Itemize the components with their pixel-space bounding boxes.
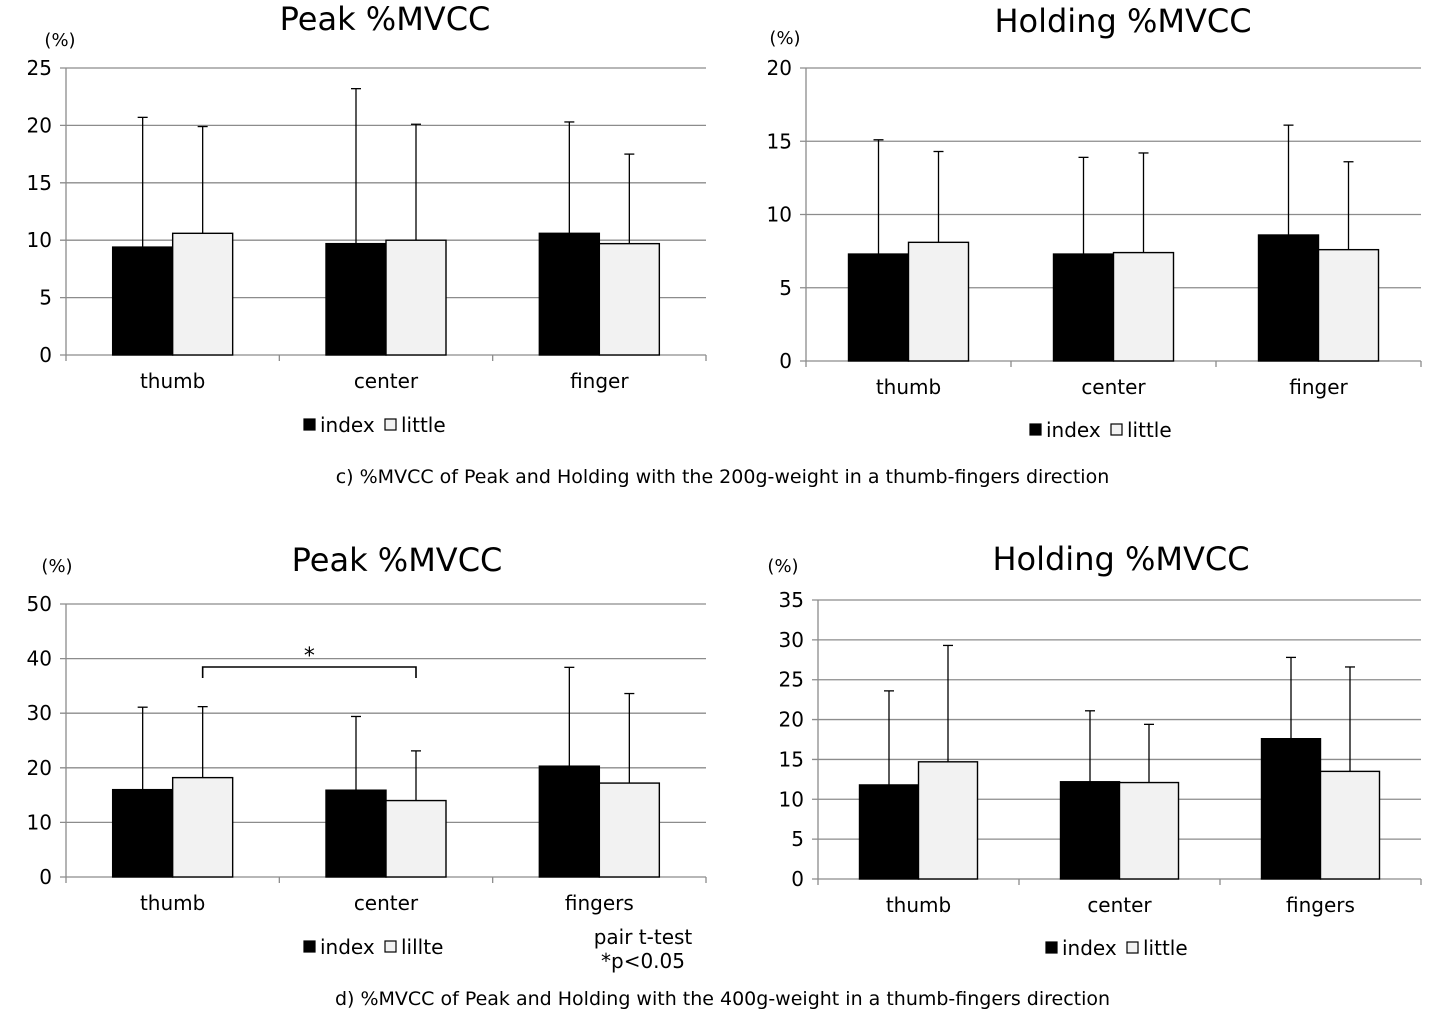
bar-little-fingers: [1319, 770, 1381, 880]
y-tick-label: 0: [39, 343, 52, 367]
x-tick-label: thumb: [886, 893, 951, 917]
y-tick-label: 40: [27, 647, 52, 671]
bar-lillte-center: [385, 799, 447, 878]
legend-swatch-lillte: [384, 940, 397, 953]
legend-label-lillte: lillte: [401, 935, 443, 959]
y-tick-label: 5: [779, 276, 792, 300]
bar-little-finger: [1317, 248, 1380, 362]
x-tick-label: finger: [1289, 375, 1348, 399]
legend-swatch-index: [1029, 423, 1042, 436]
y-tick-label: 5: [791, 827, 804, 851]
y-tick-label: 15: [27, 171, 52, 195]
bar-index-center: [1052, 253, 1115, 362]
y-tick-label: 15: [779, 747, 804, 771]
bar-index-finger: [1257, 234, 1320, 362]
test-note-line: pair t-test: [594, 925, 693, 949]
y-tick-label: 5: [39, 286, 52, 310]
y-tick-label: 50: [27, 592, 52, 616]
y-tick-label: 30: [779, 628, 804, 652]
x-tick-label: center: [1081, 375, 1146, 399]
bar-little-center: [1112, 251, 1175, 362]
bar-index-thumb: [858, 784, 920, 880]
y-tick-label: 20: [27, 113, 52, 137]
y-tick-label: 25: [27, 56, 52, 80]
legend-swatch-little: [1110, 423, 1123, 436]
bar-index-finger: [538, 232, 601, 356]
x-tick-label: fingers: [1286, 893, 1355, 917]
bar-little-thumb: [907, 241, 970, 362]
y-tick-label: 0: [791, 867, 804, 891]
chart-1: 0 5 10 15 20 25 thumb center finger Peak %MVCC (%)…: [27, 0, 707, 437]
legend-swatch-little: [1126, 941, 1139, 954]
y-axis-unit-label: (%): [769, 28, 800, 49]
legend-swatch-index: [303, 418, 316, 431]
y-tick-label: 25: [779, 668, 804, 692]
chart-4: 0 5 10 15 20 25 30 35 thumb center fingers Holding …: [767, 540, 1422, 960]
y-tick-label: 20: [767, 56, 792, 80]
x-tick-label: thumb: [876, 375, 941, 399]
caption-c: c) %MVCC of Peak and Holding with the 20…: [335, 466, 1110, 488]
y-axis-unit-label: (%): [767, 556, 798, 577]
chart-title: Peak %MVCC: [280, 0, 491, 38]
x-tick-label: finger: [570, 369, 629, 393]
bar-little-thumb: [171, 232, 234, 356]
bar-lillte-thumb: [171, 776, 234, 878]
bar-index-fingers: [1260, 738, 1322, 880]
y-tick-label: 10: [27, 810, 52, 834]
y-tick-label: 20: [779, 708, 804, 732]
x-tick-label: fingers: [565, 891, 634, 915]
significance-marker: *: [304, 644, 315, 669]
y-tick-label: 35: [779, 588, 804, 612]
bar-index-center: [1059, 781, 1121, 880]
x-tick-label: center: [1087, 893, 1152, 917]
legend-label-index: index: [320, 413, 375, 437]
bar-little-center: [385, 239, 447, 356]
x-tick-label: thumb: [140, 369, 205, 393]
chart-2: 0 5 10 15 20 thumb center finger Holding %MVCC (%…: [767, 2, 1422, 442]
bar-little-finger: [598, 242, 661, 356]
bar-index-thumb: [847, 253, 910, 362]
y-axis-unit-label: (%): [44, 30, 75, 51]
y-tick-label: 20: [27, 756, 52, 780]
y-tick-label: 0: [39, 865, 52, 889]
test-note-line: *p<0.05: [601, 949, 685, 973]
legend-label-index: index: [1046, 418, 1101, 442]
y-axis-unit-label: (%): [41, 556, 72, 577]
chart-title: Peak %MVCC: [292, 541, 503, 579]
legend-swatch-little: [384, 418, 397, 431]
x-tick-label: center: [354, 369, 419, 393]
bar-index-thumb: [111, 246, 174, 356]
legend-swatch-index: [1045, 941, 1058, 954]
x-tick-label: center: [354, 891, 419, 915]
legend-label-little: little: [1127, 418, 1172, 442]
bar-index-center: [325, 242, 387, 356]
y-tick-label: 30: [27, 701, 52, 725]
chart-3: 0 10 20 30 40 50 thumb center fingers Peak %MVCC (…: [27, 541, 707, 973]
legend-swatch-index: [303, 940, 316, 953]
y-tick-label: 15: [767, 129, 792, 153]
x-tick-label: thumb: [140, 891, 205, 915]
bar-index-thumb: [111, 788, 174, 878]
bar-lillte-fingers: [598, 782, 661, 878]
bar-index-fingers: [538, 765, 601, 878]
significance-bracket: [201, 666, 417, 678]
chart-title: Holding %MVCC: [994, 2, 1251, 40]
legend-label-little: little: [1143, 936, 1188, 960]
y-tick-label: 10: [779, 787, 804, 811]
chart-title: Holding %MVCC: [992, 540, 1249, 578]
caption-d: d) %MVCC of Peak and Holding with the 40…: [334, 988, 1111, 1010]
legend-label-index: index: [1062, 936, 1117, 960]
bar-index-center: [325, 789, 387, 878]
legend-label-index: index: [320, 935, 375, 959]
y-tick-label: 10: [27, 228, 52, 252]
bar-little-center: [1118, 781, 1180, 880]
legend-label-little: little: [401, 413, 446, 437]
bar-little-thumb: [917, 761, 979, 880]
y-tick-label: 10: [767, 203, 792, 227]
y-tick-label: 0: [779, 349, 792, 373]
